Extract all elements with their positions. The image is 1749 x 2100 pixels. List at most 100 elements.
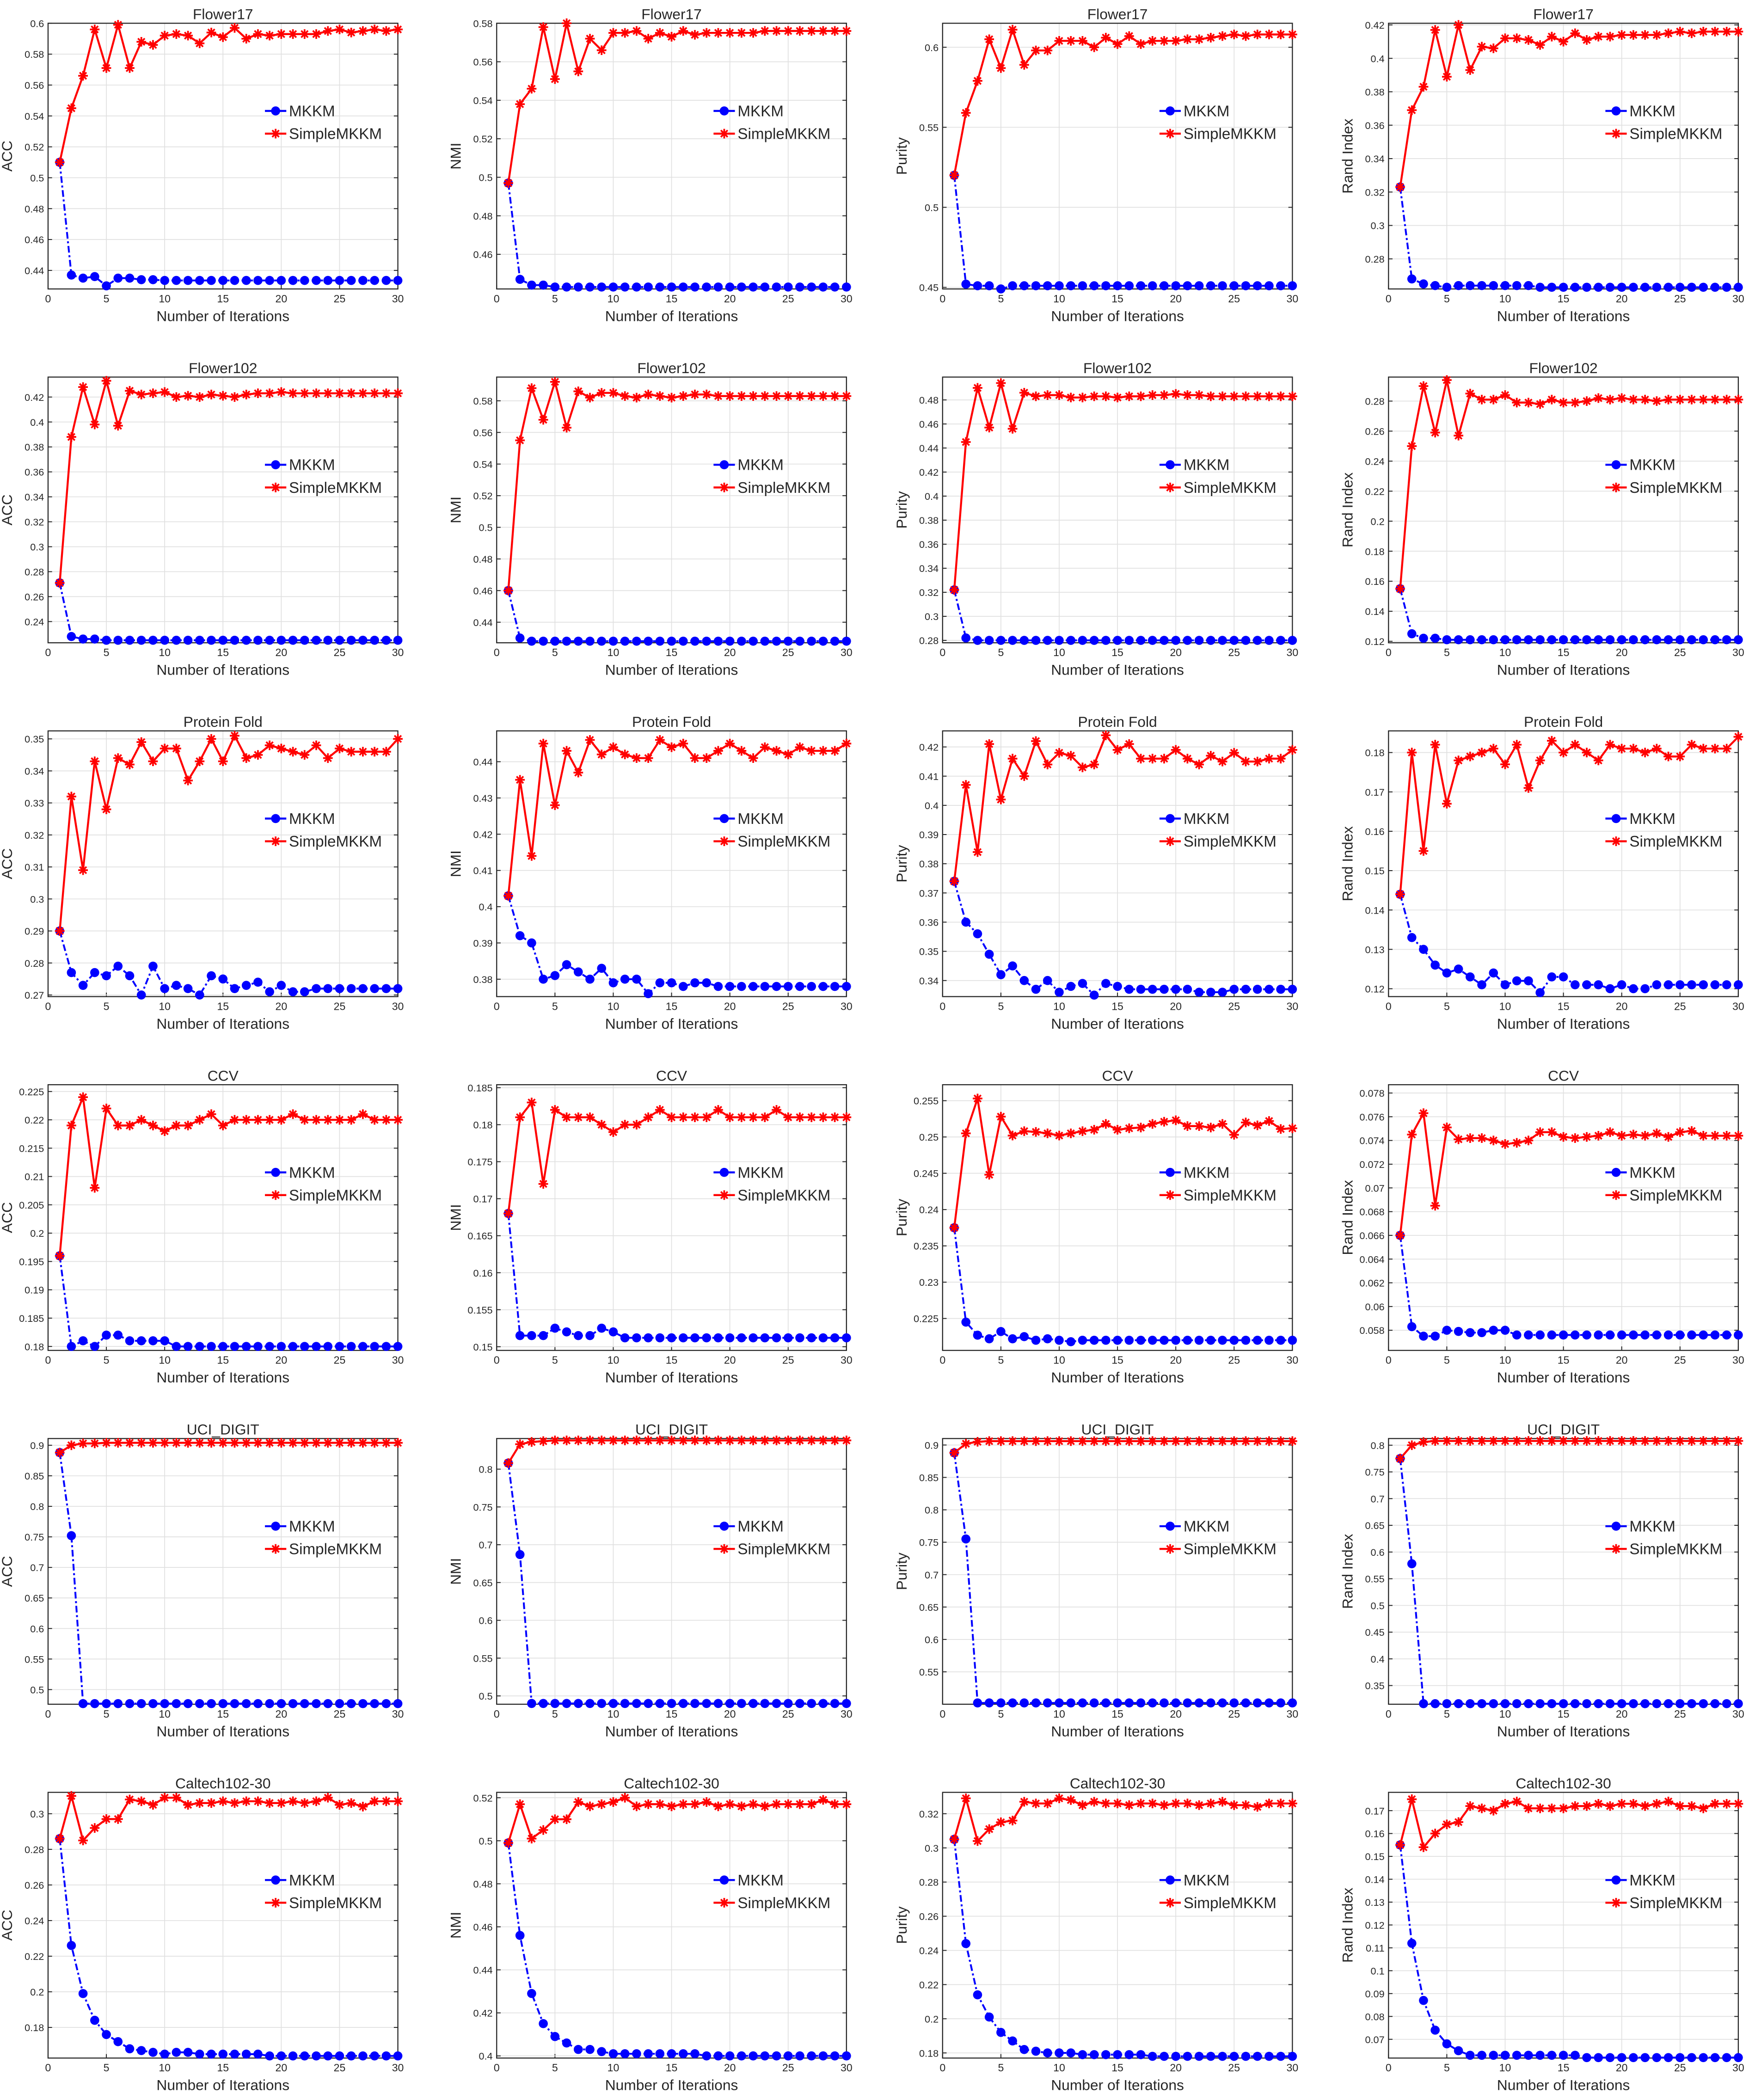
y-axis-label: Purity: [893, 491, 910, 528]
simplemkkm-data-point: [1066, 1128, 1076, 1138]
simplemkkm-data-point: [311, 388, 321, 399]
simplemkkm-data-point: [1605, 31, 1615, 42]
asterisk-stroke: [830, 1436, 839, 1445]
asterisk-stroke: [271, 1545, 280, 1553]
asterisk-stroke: [359, 1438, 367, 1447]
y-axis-label: Rand Index: [1339, 1180, 1356, 1255]
simplemkkm-data-point: [1043, 45, 1053, 55]
simplemkkm-data-point: [1442, 798, 1452, 809]
asterisk-stroke: [830, 747, 839, 755]
asterisk-stroke: [1230, 1437, 1238, 1445]
simplemkkm-data-point: [393, 25, 403, 35]
simplemkkm-data-point: [1171, 36, 1181, 46]
mkkm-data-point: [102, 636, 111, 645]
asterisk-stroke: [393, 1116, 402, 1124]
asterisk-stroke: [807, 1113, 816, 1122]
mkkm-data-point: [973, 929, 982, 939]
simplemkkm-data-point: [1241, 391, 1251, 401]
simplemkkm-data-point: [538, 1179, 548, 1189]
mkkm-data-point: [1570, 635, 1580, 645]
asterisk-stroke: [761, 743, 769, 751]
simplemkkm-data-point: [1710, 394, 1720, 405]
simplemkkm-data-point: [1407, 1440, 1417, 1450]
mkkm-data-point: [207, 276, 216, 285]
mkkm-data-point: [67, 968, 76, 977]
mkkm-data-point: [597, 636, 607, 646]
x-tick-label: 30: [1732, 1354, 1744, 1366]
legend-label-mkkm: MKKM: [1184, 811, 1230, 828]
asterisk-stroke: [1396, 183, 1405, 191]
simplemkkm-data-point: [538, 415, 548, 425]
asterisk-stroke: [79, 72, 87, 80]
legend-mkkm-marker: [719, 1522, 729, 1531]
mkkm-data-point: [1442, 968, 1452, 978]
simplemkkm-data-point: [264, 388, 275, 399]
mkkm-data-point: [1535, 1330, 1545, 1340]
y-tick-label: 0.54: [25, 111, 44, 122]
x-tick-label: 20: [724, 1000, 736, 1012]
simplemkkm-data-point: [125, 63, 135, 73]
x-tick-label: 15: [1111, 1708, 1123, 1720]
x-tick-label: 5: [998, 1708, 1004, 1720]
x-axis-label: Number of Iterations: [156, 1015, 289, 1032]
mkkm-data-point: [183, 984, 193, 993]
asterisk-stroke: [347, 389, 356, 398]
mkkm-data-point: [1629, 635, 1638, 645]
mkkm-data-point: [393, 276, 403, 285]
simplemkkm-data-point: [1124, 31, 1134, 41]
mkkm-data-point: [125, 971, 135, 981]
asterisk-stroke: [586, 34, 594, 43]
asterisk-stroke: [1641, 1131, 1649, 1140]
mkkm-data-point: [984, 636, 994, 645]
simplemkkm-data-point: [1007, 1436, 1018, 1446]
series-layer: [949, 378, 1297, 645]
simplemkkm-data-point: [206, 389, 216, 399]
asterisk-stroke: [242, 1438, 251, 1447]
asterisk-stroke: [370, 25, 379, 34]
x-tick-label: 30: [841, 1000, 853, 1012]
simplemkkm-data-point: [1559, 748, 1568, 758]
x-tick-label: 0: [45, 293, 51, 305]
simplemkkm-data-point: [1593, 1131, 1603, 1141]
simplemkkm-data-point: [1722, 394, 1732, 405]
asterisk-stroke: [242, 35, 251, 43]
mkkm-data-point: [585, 636, 595, 646]
mkkm-data-point: [702, 282, 712, 292]
simplemkkm-data-point: [1546, 1127, 1557, 1137]
mkkm-data-point: [230, 1699, 239, 1708]
asterisk-stroke: [761, 392, 769, 400]
mkkm-data-point: [573, 282, 583, 292]
simplemkkm-data-point: [783, 749, 793, 760]
y-tick-label: 0.064: [1359, 1253, 1384, 1265]
mkkm-data-point: [1454, 635, 1463, 645]
mkkm-data-point: [1124, 1335, 1134, 1345]
simplemkkm-data-point: [55, 1448, 65, 1458]
simplemkkm-data-point: [369, 25, 380, 35]
simplemkkm-data-point: [1229, 391, 1239, 401]
asterisk-stroke: [950, 171, 958, 179]
x-tick-label: 20: [1616, 293, 1628, 305]
x-tick-label: 15: [217, 1708, 229, 1720]
asterisk-stroke: [288, 389, 297, 398]
mkkm-data-point: [276, 981, 286, 990]
axes-box: [47, 730, 399, 997]
asterisk-stroke: [1241, 392, 1250, 400]
simplemkkm-data-point: [195, 1438, 205, 1448]
y-tick-label: 0.066: [1359, 1230, 1384, 1241]
simplemkkm-data-point: [1605, 1127, 1615, 1137]
asterisk-stroke: [1055, 1437, 1063, 1445]
subplot: 0 5 10 15 20 25 300.440.460.480.50.520.540.560…: [0, 6, 404, 325]
asterisk-stroke: [137, 1438, 146, 1447]
asterisk-stroke: [784, 1113, 792, 1122]
x-axis-label: Number of Iterations: [156, 1723, 289, 1739]
asterisk-stroke: [720, 1545, 729, 1553]
simplemkkm-data-point: [1194, 34, 1204, 44]
x-tick-label: 5: [552, 1000, 558, 1012]
legend-label-mkkm: MKKM: [1184, 1518, 1230, 1535]
mkkm-data-point: [113, 1330, 123, 1340]
asterisk-stroke: [219, 1121, 227, 1130]
x-tick-label: 30: [841, 293, 853, 305]
x-tick-label: 10: [1499, 293, 1511, 305]
simplemkkm-data-point: [503, 1458, 513, 1468]
mkkm-data-point: [678, 1699, 688, 1708]
